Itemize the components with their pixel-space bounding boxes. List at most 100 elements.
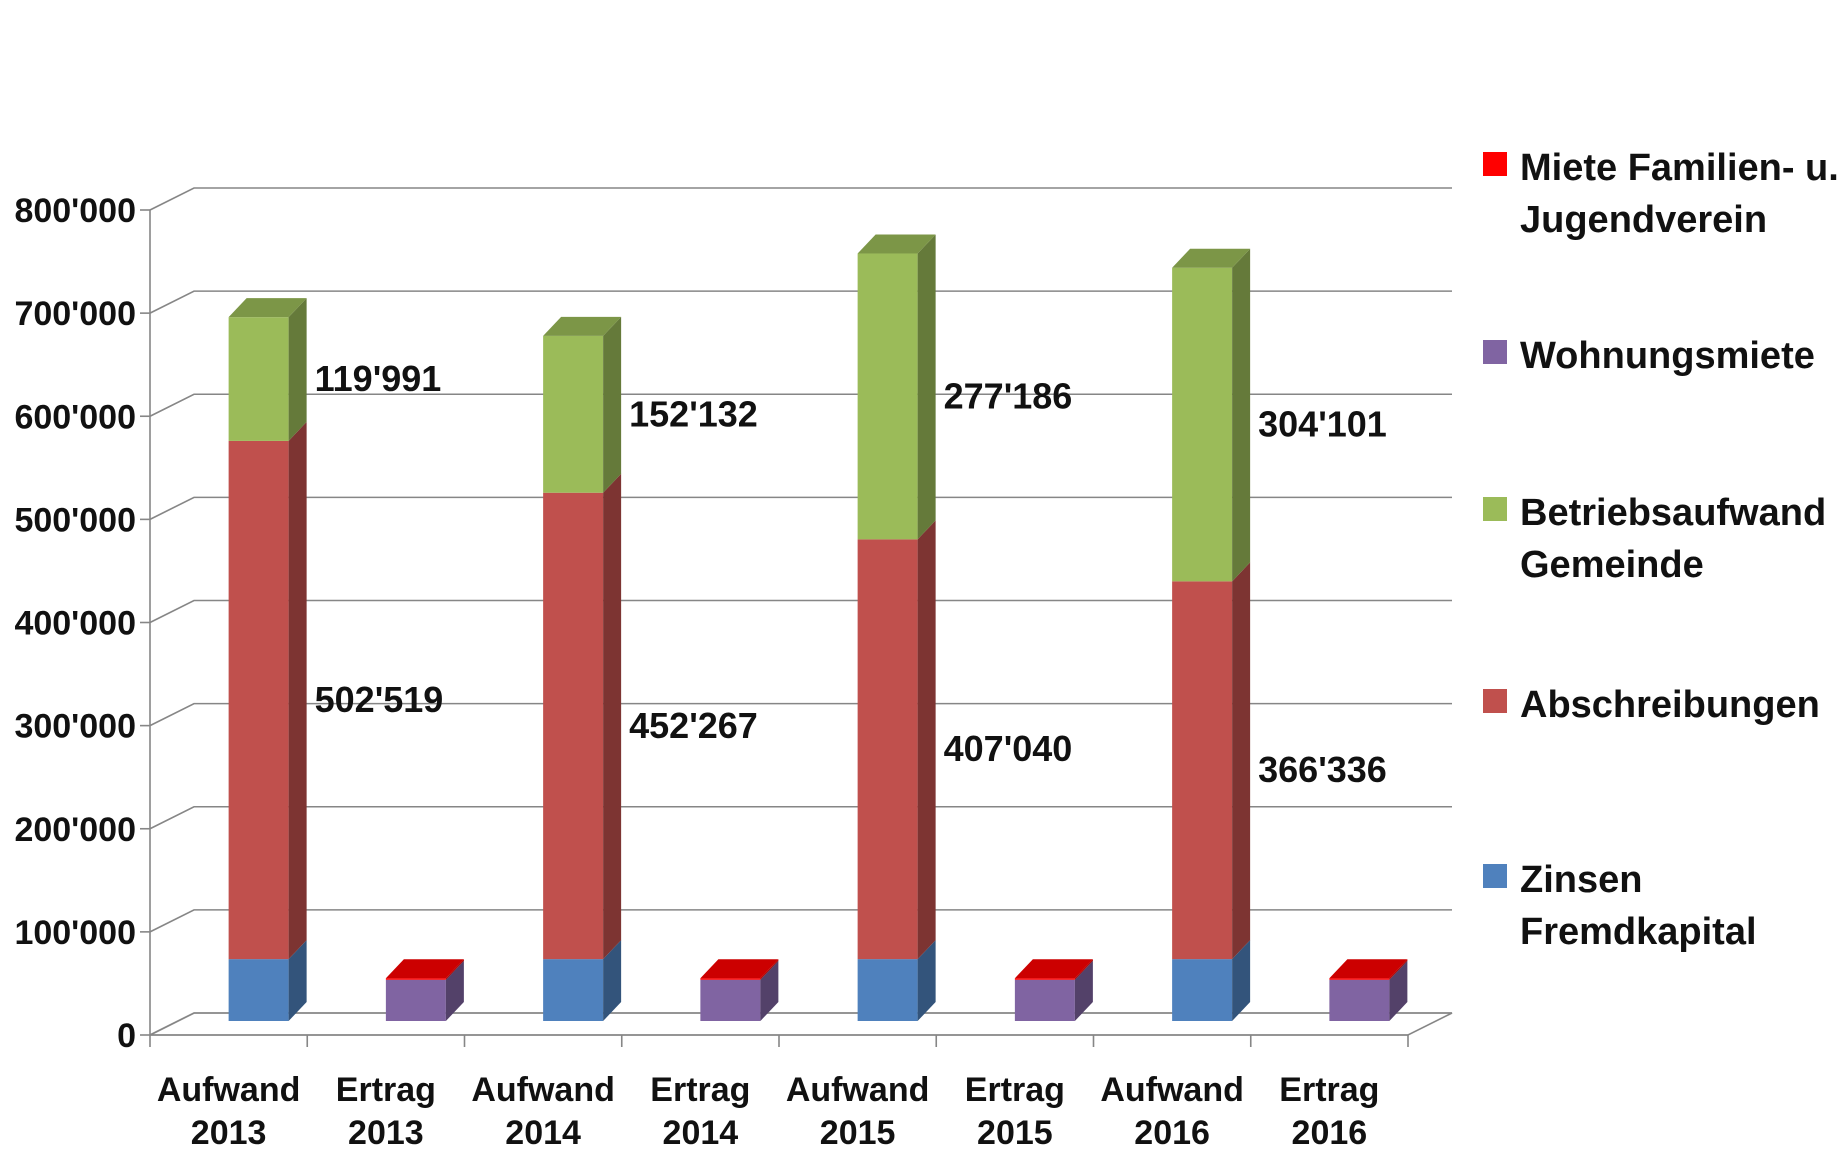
bar-side	[1232, 940, 1251, 1021]
bar-segment-zinsen-fremdkapital	[543, 940, 622, 1021]
x-tick-label: 2013	[191, 1114, 267, 1151]
bar-front	[857, 959, 918, 1021]
bar-front	[1014, 979, 1075, 1021]
gridline	[149, 1012, 1452, 1036]
bar-segment-betriebsaufwand-gemeinde	[1172, 248, 1251, 582]
bar-segment-miete-familien-u-jugendverein	[1329, 959, 1408, 980]
bar-front	[543, 335, 604, 493]
bars	[228, 234, 1408, 1021]
x-tick-label: 2016	[1292, 1114, 1368, 1151]
legend-item-zinsen-fremdkapital: Zinsen Fremdkapital	[1483, 859, 1757, 953]
legend-label: Gemeinde	[1520, 544, 1704, 586]
data-label: 366'336	[1258, 749, 1387, 790]
data-label: 277'186	[944, 375, 1073, 416]
x-tick-label: Aufwand	[786, 1071, 930, 1109]
bar-segment-zinsen-fremdkapital	[857, 940, 936, 1021]
bar-segment-betriebsaufwand-gemeinde	[543, 316, 622, 493]
x-tick-label: 2015	[820, 1114, 896, 1151]
bar-top	[1329, 959, 1408, 979]
y-tick-label: 200'000	[14, 811, 136, 849]
bar-segment-abschreibungen	[1172, 562, 1251, 960]
bar-top	[543, 316, 622, 336]
legend-item-abschreibungen: Abschreibungen	[1483, 684, 1820, 726]
legend-label: Betriebsaufwand	[1520, 492, 1826, 534]
x-tick-label: 2015	[977, 1114, 1053, 1151]
x-tick-label: 2016	[1134, 1114, 1210, 1151]
bar-segment-betriebsaufwand-gemeinde	[228, 298, 307, 441]
bar-side	[288, 298, 307, 441]
data-label: 152'132	[629, 393, 758, 434]
y-tick-label: 300'000	[14, 708, 136, 746]
bar-front	[385, 979, 446, 1021]
legend: Miete Familien- u. Jugendverein Wohnungsmi…	[1483, 147, 1839, 953]
x-tick-label: Aufwand	[471, 1071, 615, 1109]
legend-label: Miete Familien- u.	[1520, 147, 1839, 189]
legend-swatch	[1483, 340, 1507, 364]
legend-label: Fremdkapital	[1520, 911, 1757, 953]
bar-side	[1232, 562, 1251, 960]
bar-side	[603, 473, 622, 960]
bar-side	[760, 959, 779, 980]
data-label: 452'267	[629, 705, 758, 746]
bar-side	[760, 960, 779, 1021]
gridline	[149, 290, 1452, 314]
bar-side	[603, 316, 622, 493]
bar-front	[543, 959, 604, 1021]
bar-front	[1329, 979, 1390, 1021]
legend-label: Jugendverein	[1520, 199, 1767, 241]
y-tick-label: 700'000	[14, 295, 136, 333]
x-tick-label: 2014	[663, 1114, 739, 1151]
legend-swatch	[1483, 864, 1507, 888]
gridline	[149, 187, 1452, 211]
bar-side	[1389, 960, 1408, 1021]
bar-side	[288, 940, 307, 1021]
legend-swatch	[1483, 152, 1507, 176]
bar-side	[917, 940, 936, 1021]
y-tick-label: 800'000	[14, 192, 136, 230]
bar-side	[445, 960, 464, 1021]
bar-segment-wohnungsmiete	[385, 960, 464, 1021]
bar-front	[228, 440, 289, 960]
x-tick-label: 2013	[348, 1114, 424, 1151]
y-tick-label: 0	[117, 1017, 136, 1055]
bar-segment-miete-familien-u-jugendverein	[700, 959, 779, 980]
bar-front	[1172, 581, 1233, 960]
bar-top	[857, 234, 936, 254]
x-axis-ticks: Aufwand 2013 Ertrag 2013 Aufwand 2014 Ertrag 20…	[149, 1035, 1409, 1151]
bar-front	[700, 979, 761, 1021]
bar-front	[1172, 267, 1233, 582]
bar-segment-abschreibungen	[228, 421, 307, 960]
floor	[149, 1012, 1453, 1036]
data-label: 502'519	[315, 679, 444, 720]
bar-side	[603, 940, 622, 1021]
bar-segment-zinsen-fremdkapital	[228, 940, 307, 1021]
bar-top	[700, 959, 779, 979]
x-tick-label: Ertrag	[965, 1071, 1065, 1109]
bar-segment-abschreibungen	[857, 520, 936, 960]
bar-front	[1014, 978, 1075, 980]
x-tick-label: Ertrag	[1279, 1071, 1379, 1109]
bar-front	[857, 253, 918, 540]
gridline	[149, 805, 1452, 830]
data-label: 304'101	[1258, 404, 1387, 445]
bar-front	[228, 959, 289, 1021]
bar-side	[1232, 248, 1251, 582]
bar-top	[385, 959, 464, 979]
legend-swatch	[1483, 497, 1507, 521]
x-tick-label: Aufwand	[1100, 1071, 1244, 1109]
bar-segment-betriebsaufwand-gemeinde	[857, 234, 936, 540]
bar-side	[917, 520, 936, 960]
bar-top	[1014, 959, 1093, 979]
data-labels: 119'991 502'519 152'132 452'267 277'186 407'0…	[315, 358, 1387, 790]
legend-label: Wohnungsmiete	[1520, 335, 1815, 377]
data-label: 119'991	[315, 358, 442, 399]
bar-side	[1389, 959, 1408, 980]
gridlines	[149, 187, 1453, 1036]
bar-front	[1172, 959, 1233, 1021]
bar-top	[228, 298, 307, 318]
bar-side	[1074, 960, 1093, 1021]
bar-segment-wohnungsmiete	[700, 960, 779, 1021]
x-tick-label: 2014	[505, 1114, 581, 1151]
